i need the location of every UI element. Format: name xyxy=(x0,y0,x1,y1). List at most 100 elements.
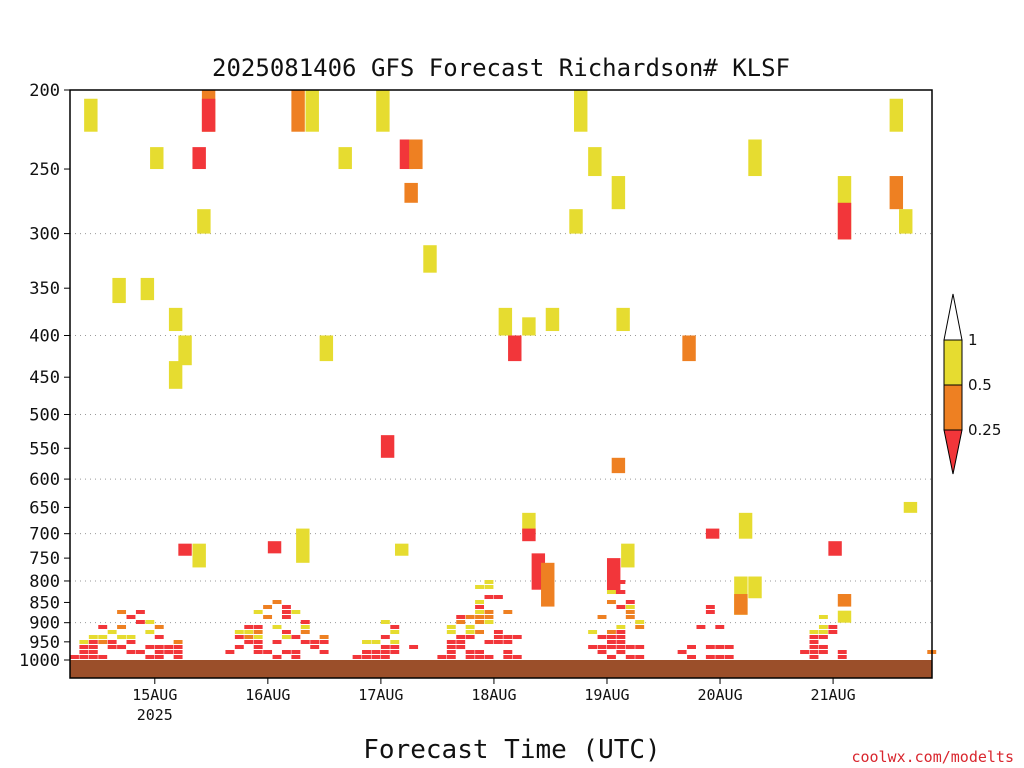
ri-cell-34 xyxy=(837,202,852,240)
bl-cell-0 xyxy=(154,625,164,629)
bl-cell-4 xyxy=(588,630,598,634)
bl-cell-3 xyxy=(475,605,485,609)
bl-cell-6 xyxy=(828,630,838,634)
ri-cell-48 xyxy=(395,543,409,556)
y-tick-label-450: 450 xyxy=(29,368,60,388)
bl-cell-4 xyxy=(616,650,626,654)
ri-cell-15 xyxy=(376,90,390,132)
bl-cell-1 xyxy=(319,650,329,654)
x-tick-label-16AUG: 16AUG xyxy=(245,686,290,704)
ri-cell-31 xyxy=(682,335,696,362)
bl-cell-2 xyxy=(362,655,371,659)
bl-cell-4 xyxy=(606,630,616,634)
ri-cell-17 xyxy=(409,139,423,170)
bl-cell-0 xyxy=(79,650,89,654)
bl-cell-0 xyxy=(98,625,108,629)
ri-cell-6 xyxy=(168,361,183,389)
bl-cell-0 xyxy=(135,620,145,624)
bl-cell-3 xyxy=(475,610,485,614)
bl-cell-3 xyxy=(446,645,456,649)
bl-cell-1 xyxy=(244,640,254,644)
bl-cell-3 xyxy=(484,585,494,589)
ri-cell-14 xyxy=(338,147,352,170)
bl-cell-2 xyxy=(380,650,390,654)
bl-cell-6 xyxy=(828,625,838,629)
bl-cell-1 xyxy=(281,605,291,609)
bl-cell-1 xyxy=(319,635,329,639)
bl-cell-0 xyxy=(107,645,117,649)
bl-cell-3 xyxy=(465,625,475,629)
bl-cell-3 xyxy=(493,595,503,599)
y-tick-label-950: 950 xyxy=(29,633,60,653)
bl-cell-3 xyxy=(456,620,466,624)
bl-cell-4 xyxy=(616,630,626,634)
bl-cell-6 xyxy=(809,655,819,659)
bl-cell-0 xyxy=(145,620,155,624)
ri-cell-13 xyxy=(319,335,334,362)
bl-cell-4 xyxy=(616,640,626,644)
bl-cell-1 xyxy=(234,635,244,639)
legend-label-0.5: 0.5 xyxy=(968,376,992,394)
bl-cell-6 xyxy=(818,635,828,639)
bl-cell-1 xyxy=(272,600,282,604)
bl-cell-2 xyxy=(371,640,381,644)
bl-cell-0 xyxy=(88,640,98,644)
bl-cell-0 xyxy=(117,645,127,649)
bl-cell-4 xyxy=(597,650,607,654)
ri-cell-51 xyxy=(606,558,621,595)
bl-cell-0 xyxy=(126,635,136,639)
ri-cell-2 xyxy=(140,277,155,301)
bl-cell-0 xyxy=(88,650,98,654)
x-axis-label: Forecast Time (UTC) xyxy=(363,735,660,765)
bl-cell-0 xyxy=(88,635,98,639)
bl-cell-3 xyxy=(484,595,494,599)
bl-cell-3 xyxy=(512,635,522,639)
ri-cell-50 xyxy=(541,562,555,607)
bl-cell-3 xyxy=(484,620,494,624)
bl-cell-2 xyxy=(362,650,371,654)
bl-cell-4 xyxy=(635,620,645,624)
legend-swatch-below-0.25 xyxy=(943,429,963,475)
bl-cell-0 xyxy=(79,645,89,649)
bl-cell-3 xyxy=(465,650,475,654)
bl-cell-0 xyxy=(126,615,136,619)
bl-cell-3 xyxy=(446,640,456,644)
bl-cell-1 xyxy=(234,645,244,649)
bl-cell-5 xyxy=(715,645,725,649)
y-tick-label-700: 700 xyxy=(29,525,60,545)
bl-cell-0 xyxy=(107,630,117,634)
bl-cell-3 xyxy=(456,640,466,644)
bl-cell-3 xyxy=(475,600,485,604)
bl-cell-5 xyxy=(677,650,687,654)
bl-cell-0 xyxy=(107,640,117,644)
bl-cell-1 xyxy=(281,630,291,634)
ri-cell-10 xyxy=(197,209,211,234)
bl-cell-4 xyxy=(616,605,626,609)
bl-cell-2 xyxy=(380,645,390,649)
bl-cell-0 xyxy=(164,650,174,654)
bl-cell-1 xyxy=(281,650,291,654)
bl-cell-2 xyxy=(390,630,400,634)
ri-cell-37 xyxy=(899,209,913,234)
bl-cell-3 xyxy=(484,610,494,614)
x-tick-sublabel: 2025 xyxy=(137,706,173,724)
ri-cell-9 xyxy=(192,147,206,170)
bl-cell-1 xyxy=(253,610,263,614)
credit-link[interactable]: coolwx.com/modelts xyxy=(851,748,1014,766)
bl-cell-0 xyxy=(79,655,89,659)
bl-cell-5 xyxy=(687,645,696,649)
bl-cell-0 xyxy=(79,640,89,644)
bl-cell-5 xyxy=(705,610,715,614)
y-tick-label-500: 500 xyxy=(29,406,60,426)
bl-cell-5 xyxy=(687,655,696,659)
ri-cell-18 xyxy=(404,182,418,203)
ri-cell-41 xyxy=(738,512,753,539)
ri-cell-25 xyxy=(574,90,588,132)
bl-cell-2 xyxy=(390,645,400,649)
bl-cell-4 xyxy=(616,645,626,649)
bl-cell-0 xyxy=(126,640,136,644)
bl-cell-4 xyxy=(597,615,607,619)
bl-cell-3 xyxy=(456,635,466,639)
bl-cell-3 xyxy=(446,650,456,654)
bl-cell-4 xyxy=(625,610,635,614)
